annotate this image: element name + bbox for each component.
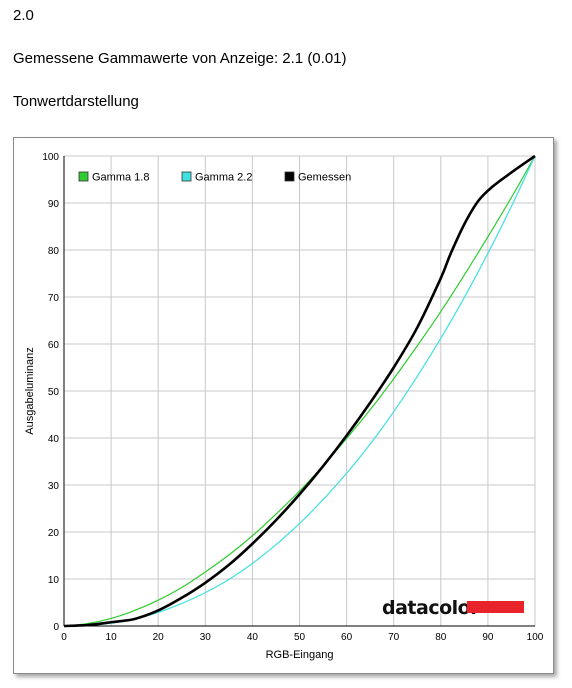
legend-label: Gemessen [298,172,351,184]
legend-swatch [284,171,295,182]
chart-frame: 0 10 20 30 40 50 60 70 80 90 100 0 10 20 30 40 50 60 70 80 9… [13,137,554,674]
section-title: Tonwertdarstellung [13,93,139,110]
datacolor-logo: datacolor [382,597,480,619]
legend-label: Gamma 2.2 [195,172,252,184]
y-tick-label: 50 [48,387,60,398]
y-tick-label: 30 [48,481,60,492]
tone-response-chart: 0 10 20 30 40 50 60 70 80 90 100 0 10 20 30 40 50 60 70 80 9… [24,152,544,661]
y-tick-label: 70 [48,293,60,304]
legend-swatch [181,171,192,182]
y-tick-label: 0 [53,622,59,633]
series-line-3 [63,154,536,628]
x-tick-label: 70 [388,632,400,643]
x-tick-label: 90 [482,632,494,643]
x-tick-label: 10 [106,632,118,643]
x-axis-label: RGB-Eingang [266,649,334,661]
x-tick-label: 80 [435,632,447,643]
y-axis-label: Ausgabeluminanz [24,347,36,434]
y-tick-label: 40 [48,434,60,445]
y-tick-label: 100 [42,152,59,163]
y-tick-label: 20 [48,528,60,539]
x-tick-label: 40 [247,632,259,643]
legend-swatch [78,171,89,182]
legend-label: Gamma 1.8 [92,172,149,184]
measured-gamma-text: Gemessene Gammawerte von Anzeige: 2.1 (0… [13,50,347,67]
y-tick-label: 60 [48,340,60,351]
x-tick-label: 50 [294,632,306,643]
x-tick-label: 20 [153,632,165,643]
y-tick-label: 80 [48,246,60,257]
x-tick-label: 0 [61,632,67,643]
x-tick-label: 60 [341,632,353,643]
x-tick-label: 100 [527,632,544,643]
y-tick-label: 90 [48,199,60,210]
x-tick-label: 30 [200,632,212,643]
datacolor-logo-bar [467,601,524,613]
y-tick-label: 10 [48,575,60,586]
version-label: 2.0 [13,7,34,24]
series-line-1 [63,155,536,627]
